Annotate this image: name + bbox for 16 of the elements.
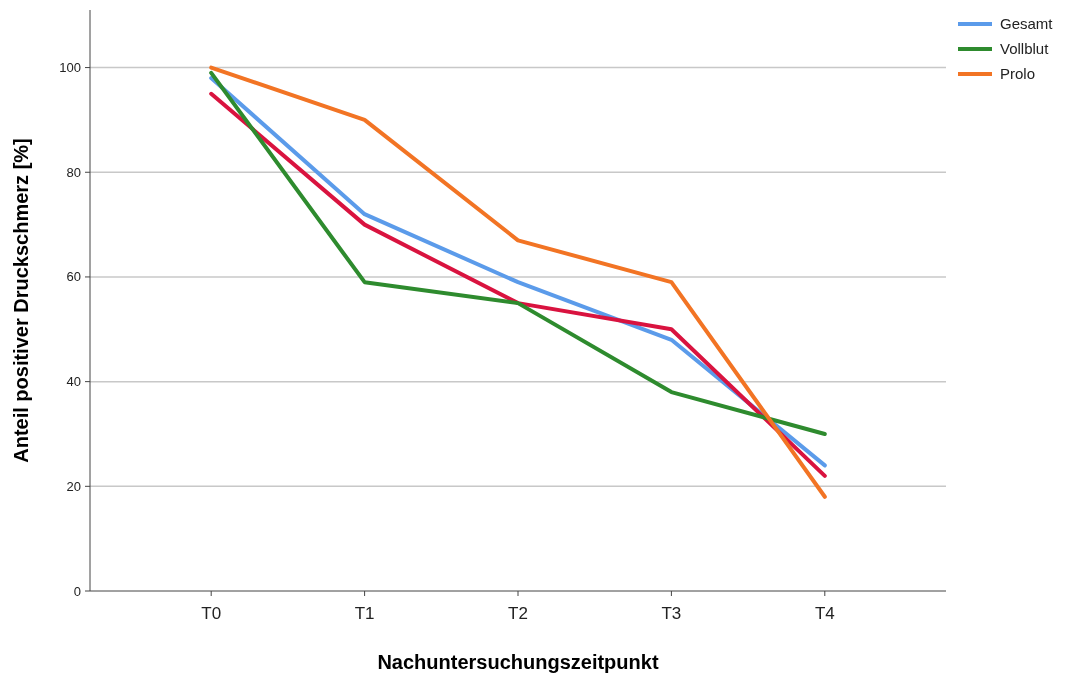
x-tick-label: T0 (201, 604, 222, 623)
y-tick-label: 80 (66, 164, 81, 180)
legend-label: Vollblut (1000, 40, 1050, 58)
x-tick-label: T1 (354, 604, 375, 623)
y-tick-label: 60 (66, 269, 81, 285)
x-tick-label: T2 (508, 604, 528, 623)
x-tick-label: T4 (814, 604, 835, 623)
legend-label: Gesamt (1000, 15, 1054, 33)
y-tick-label: 0 (73, 583, 81, 599)
y-axis-title: Anteil positiver Druckschmerz [%] (10, 138, 32, 463)
y-tick-label: 100 (59, 60, 81, 76)
x-tick-label: T3 (661, 604, 682, 623)
x-axis-title: Nachuntersuchungszeitpunkt (377, 651, 659, 673)
legend-label: Prolo (1000, 65, 1036, 83)
y-tick-label: 40 (66, 374, 81, 390)
y-tick-label: 20 (66, 478, 81, 494)
